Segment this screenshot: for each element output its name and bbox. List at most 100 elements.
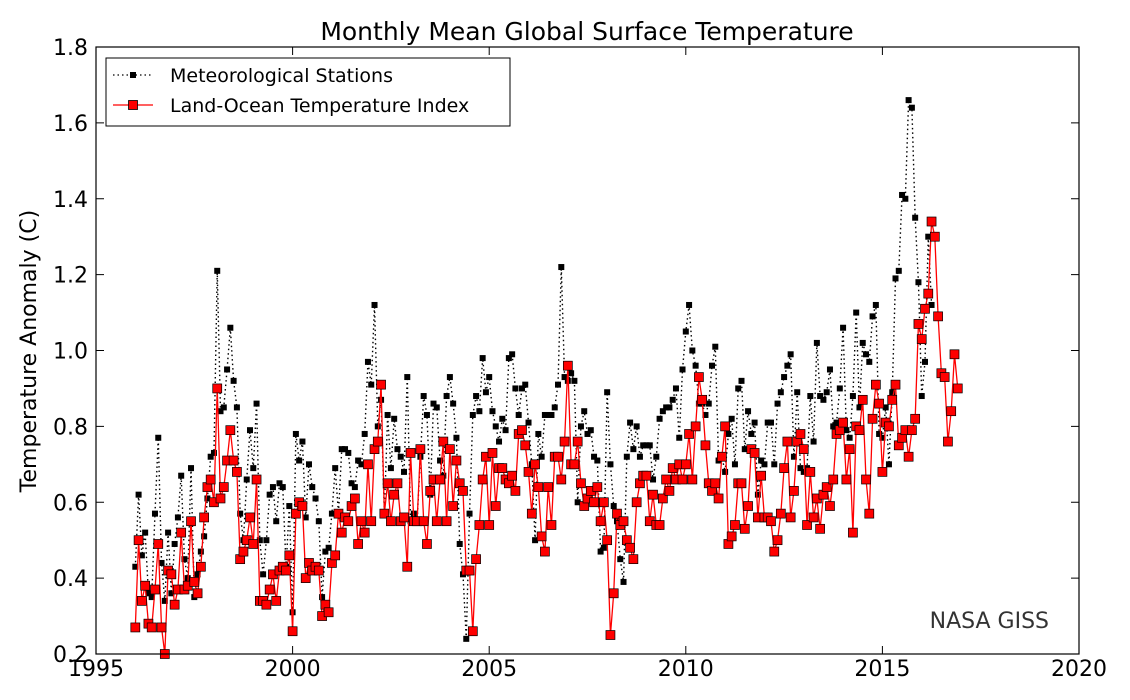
data-point-loti: [228, 455, 239, 466]
data-point-stations: [571, 377, 578, 384]
data-point-stations: [646, 442, 653, 449]
data-point-stations: [505, 355, 512, 362]
data-point-stations: [849, 393, 856, 400]
data-point-loti: [330, 550, 341, 561]
data-point-loti: [376, 379, 386, 390]
data-point-stations: [243, 476, 250, 483]
data-point-loti: [451, 455, 462, 466]
data-point-stations: [643, 442, 650, 449]
data-point-stations: [174, 514, 181, 521]
x-tick-label: 2020: [1051, 657, 1107, 682]
data-point-loti: [238, 546, 249, 557]
data-point-loti: [749, 448, 760, 458]
data-point-stations: [368, 381, 375, 388]
data-point-stations: [617, 556, 624, 563]
data-point-loti: [730, 520, 740, 530]
plot-frame: [95, 46, 1080, 655]
data-point-stations: [604, 389, 611, 396]
data-point-loti: [363, 459, 373, 470]
data-point-loti: [176, 527, 187, 538]
data-point-loti: [664, 486, 675, 496]
data-point-loti: [441, 516, 452, 527]
data-point-loti: [716, 451, 727, 462]
data-point-stations: [374, 423, 381, 430]
data-point-stations: [217, 408, 224, 415]
data-point-loti: [232, 467, 242, 477]
data-point-loti: [553, 451, 563, 462]
data-point-loti: [166, 569, 177, 580]
data-point-stations: [843, 427, 850, 434]
data-point-stations: [207, 453, 214, 460]
data-point-stations: [299, 438, 306, 445]
data-point-loti: [389, 489, 400, 500]
data-point-stations: [224, 366, 231, 373]
data-point-loti: [890, 379, 901, 390]
data-point-stations: [771, 461, 778, 468]
data-point-stations: [859, 339, 866, 346]
data-point-stations: [502, 427, 509, 434]
data-point-stations: [650, 476, 657, 483]
data-point-stations: [682, 328, 689, 335]
data-point-stations: [355, 457, 362, 464]
data-point-loti: [445, 444, 455, 454]
data-point-loti: [618, 516, 629, 527]
y-tick-label: 1.6: [53, 112, 88, 137]
data-point-stations: [892, 275, 899, 282]
data-point-stations: [266, 491, 273, 498]
data-point-stations: [840, 324, 847, 331]
legend-marker-loti: [128, 100, 138, 110]
data-point-stations: [273, 518, 280, 525]
data-point-stations: [797, 465, 804, 472]
data-point-stations: [286, 503, 293, 510]
data-point-stations: [856, 404, 863, 411]
data-point-loti: [192, 588, 203, 599]
data-point-loti: [920, 303, 930, 314]
data-point-loti: [720, 421, 730, 432]
data-point-stations: [672, 385, 679, 392]
data-point-stations: [813, 339, 820, 346]
axis-ticks: 1995 2000 2005 2010 2015 2020 0.2 0.4 0.6 0.8 1.0 1…: [53, 36, 1107, 682]
x-tick-label: 2010: [658, 657, 714, 682]
data-point-stations: [777, 389, 784, 396]
data-point-stations: [581, 408, 588, 415]
data-point-loti: [680, 459, 691, 470]
series-markers-stations: [132, 97, 935, 642]
data-point-loti: [559, 436, 570, 447]
data-point-stations: [158, 559, 165, 566]
data-point-loti: [546, 520, 557, 530]
data-point-loti: [605, 630, 616, 640]
data-point-stations: [568, 370, 575, 377]
data-point-stations: [161, 597, 168, 604]
data-point-stations: [423, 411, 430, 418]
data-point-stations: [561, 374, 568, 381]
data-point-stations: [836, 385, 843, 392]
data-point-loti: [431, 516, 442, 527]
data-point-stations: [925, 233, 932, 240]
data-point-loti: [399, 512, 409, 523]
data-point-loti: [448, 501, 459, 511]
data-point-loti: [196, 561, 206, 572]
data-point-stations: [351, 484, 358, 491]
data-point-loti: [684, 429, 694, 439]
y-tick-label: 0.8: [53, 415, 88, 440]
data-point-stations: [210, 449, 217, 456]
data-point-stations: [230, 377, 237, 384]
data-point-loti: [713, 493, 724, 504]
data-point-loti: [418, 516, 429, 527]
data-point-stations: [846, 434, 853, 441]
data-point-stations: [879, 434, 886, 441]
data-point-loti: [916, 334, 927, 344]
data-point-loti: [795, 429, 806, 439]
data-point-stations: [709, 362, 716, 369]
data-point-stations: [332, 465, 339, 472]
legend-label-stations: Meteorological Stations: [170, 65, 393, 87]
data-point-stations: [640, 442, 647, 449]
data-point-stations: [817, 393, 824, 400]
data-point-loti: [156, 622, 167, 633]
data-point-stations: [404, 374, 411, 381]
data-point-stations: [895, 267, 902, 274]
data-point-loti: [877, 467, 888, 477]
data-point-stations: [250, 465, 257, 472]
data-point-loti: [772, 535, 783, 546]
data-point-loti: [530, 459, 540, 470]
